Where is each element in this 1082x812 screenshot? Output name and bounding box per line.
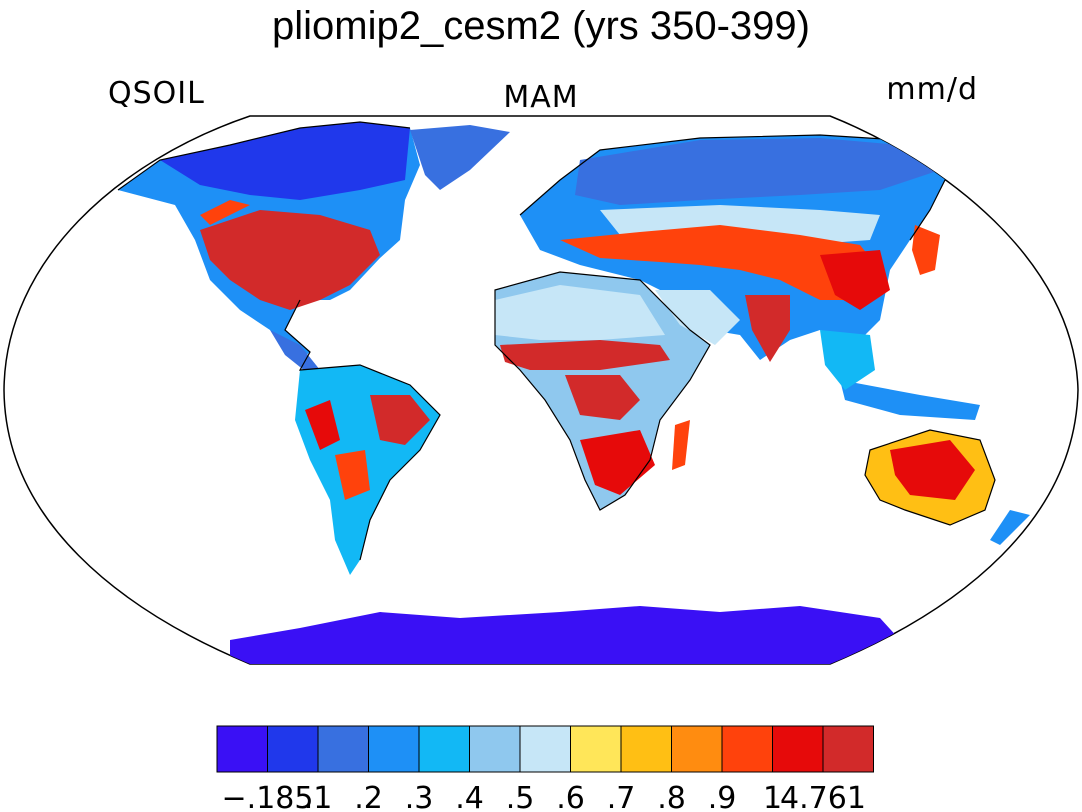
colorbar-label: .1 [304,781,333,812]
india-hot [745,295,790,362]
colorbar-box [469,725,521,773]
colorbar-boxes [216,725,874,773]
colorbar-box [418,725,470,773]
colorbar: −.185.1 .2 .3 .4 .5 .6 .7 .8 .9 14.761 [216,725,874,812]
colorbar-box [822,725,874,773]
colorbar-box [519,725,571,773]
colorbar-box [671,725,723,773]
madagascar [672,420,690,470]
colorbar-label: .6 [556,781,585,812]
central-america [270,330,320,375]
colorbar-box [570,725,622,773]
colorbar-box [721,725,773,773]
se-asia [820,330,875,390]
indonesia [840,380,980,420]
colorbar-label: .8 [657,781,686,812]
colorbar-box [620,725,672,773]
greenland [410,125,510,190]
colorbar-label: .2 [354,781,383,812]
antarctica [230,606,900,664]
sa-hot-west [305,400,340,450]
coastline-australia [864,429,996,526]
colorbar-label: 1 [763,781,782,812]
colorbar-labels: −.185.1 .2 .3 .4 .5 .6 .7 .8 .9 14.761 [222,781,866,812]
na-warm-edge [200,200,250,225]
colorbar-label: .3 [405,781,434,812]
world-map [3,115,1079,665]
sa-hot-east [370,395,430,445]
na-north-cold [160,122,410,200]
plot-title: pliomip2_cesm2 (yrs 350-399) [271,4,810,48]
colorbar-label: .9 [708,781,737,812]
season-label: MAM [503,80,579,115]
central-africa-hot [565,375,640,420]
mideast-band-hot [560,225,880,300]
colorbar-box [368,725,420,773]
coastline-africa [494,271,711,511]
colorbar-label: −.185 [222,781,314,812]
colorbar-label: .7 [607,781,636,812]
sahara [495,285,665,340]
colorbar-box [267,725,319,773]
variable-label: QSOIL [108,76,205,111]
coastline-eurasia [519,134,951,241]
australia-hot [890,440,975,500]
colorbar-box [772,725,824,773]
colorbar-label: 4.761 [780,781,866,812]
units-label: mm/d [886,72,978,107]
sahel-hot [500,340,670,370]
china-hot [820,250,890,310]
arabia [655,290,740,345]
japan [912,225,940,275]
na-hot-zone [200,210,380,310]
colorbar-label: .4 [455,781,484,812]
coastline-americas [117,121,441,561]
new-zealand [990,510,1030,545]
sa-hot-south [335,450,370,500]
colorbar-label: .5 [506,781,535,812]
siberia-cold [575,138,940,205]
colorbar-box [317,725,369,773]
colorbar-box [216,725,268,773]
